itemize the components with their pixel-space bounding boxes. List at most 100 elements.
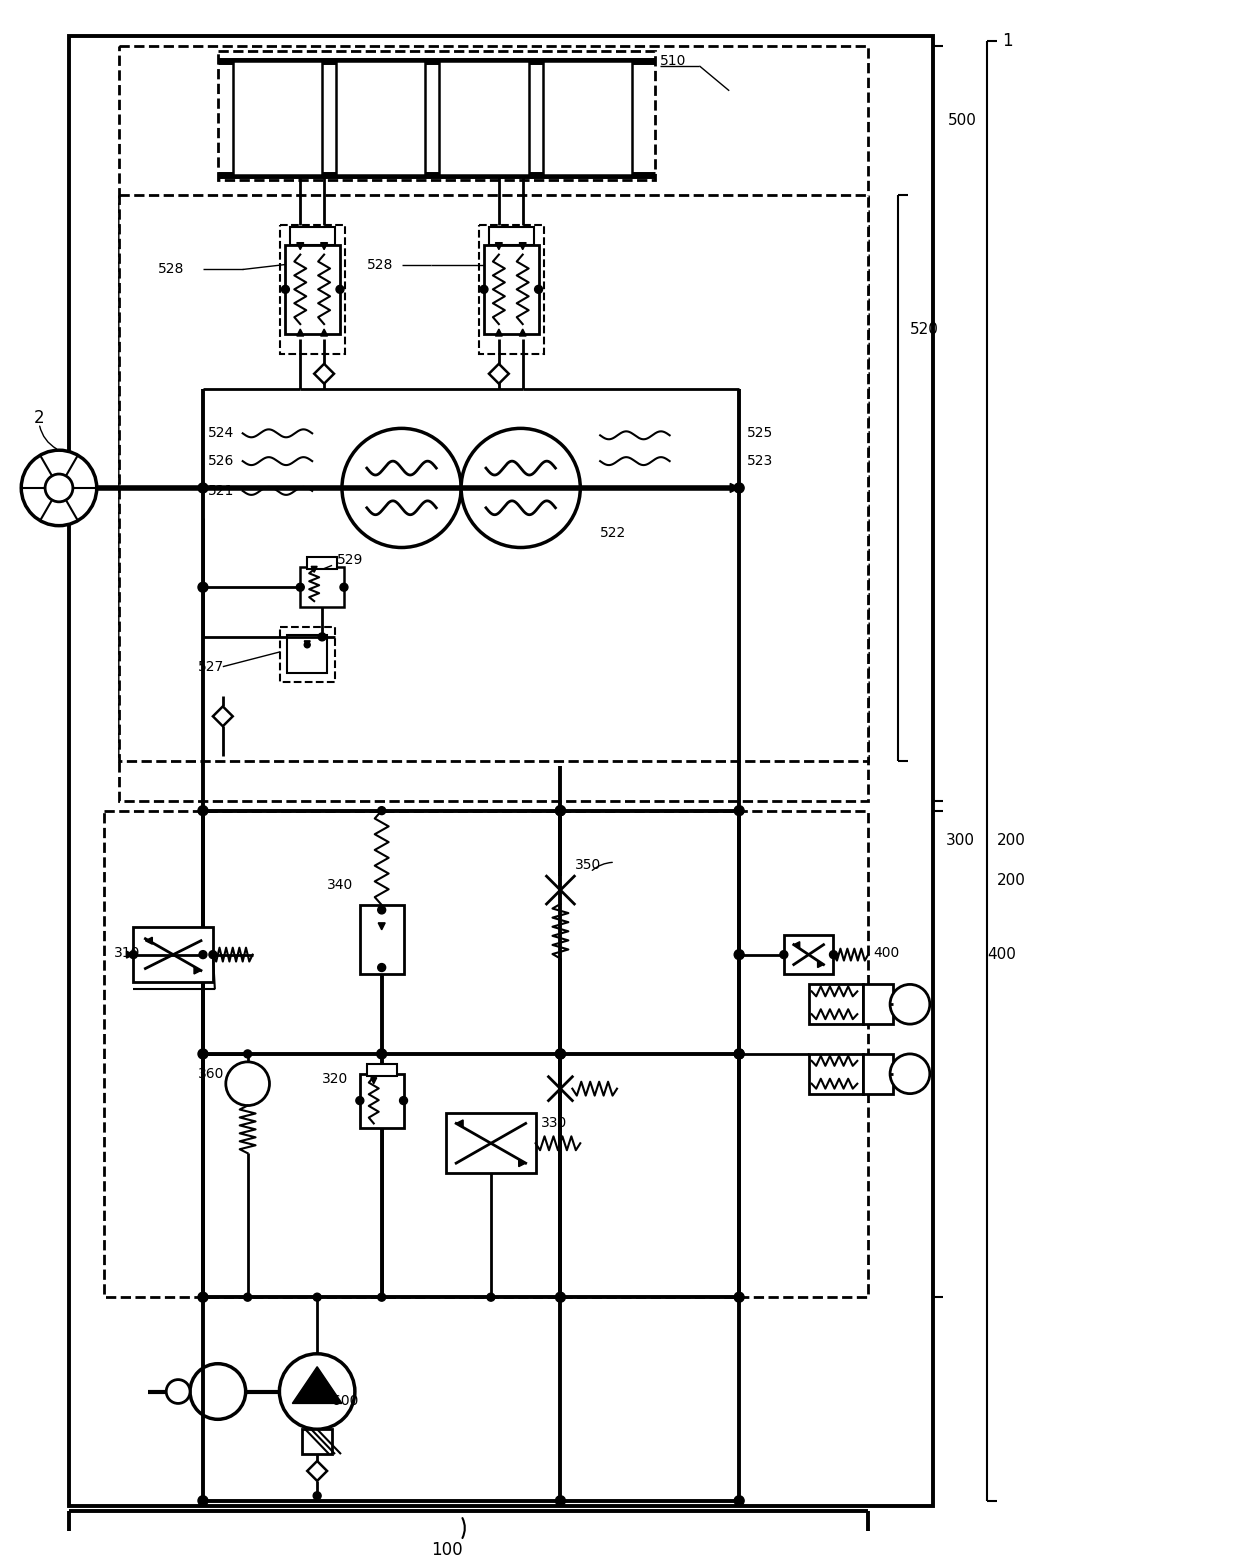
Circle shape bbox=[780, 951, 787, 958]
Circle shape bbox=[314, 1293, 321, 1302]
Text: 527: 527 bbox=[198, 660, 224, 674]
Text: 350: 350 bbox=[575, 859, 601, 873]
Circle shape bbox=[830, 951, 837, 958]
Bar bbox=[233, 61, 322, 175]
Bar bbox=[336, 61, 425, 175]
Bar bbox=[288, 635, 327, 673]
Circle shape bbox=[190, 1364, 246, 1419]
Polygon shape bbox=[371, 1077, 377, 1083]
Circle shape bbox=[556, 805, 565, 815]
Circle shape bbox=[281, 286, 289, 293]
Text: 360: 360 bbox=[198, 1066, 224, 1080]
Bar bbox=[134, 927, 213, 982]
Bar bbox=[863, 985, 893, 1024]
Text: 340: 340 bbox=[327, 879, 353, 893]
Circle shape bbox=[244, 1051, 252, 1058]
Text: 200: 200 bbox=[997, 834, 1027, 848]
Polygon shape bbox=[311, 567, 317, 573]
Circle shape bbox=[304, 642, 310, 648]
Circle shape bbox=[556, 1495, 565, 1506]
Text: 525: 525 bbox=[746, 426, 774, 440]
Polygon shape bbox=[126, 951, 134, 958]
Circle shape bbox=[734, 1049, 744, 1058]
Polygon shape bbox=[496, 242, 502, 250]
Circle shape bbox=[480, 286, 487, 293]
Circle shape bbox=[890, 985, 930, 1024]
Text: 526: 526 bbox=[208, 454, 234, 468]
Circle shape bbox=[356, 1097, 363, 1105]
Bar bbox=[308, 557, 337, 570]
Text: 300: 300 bbox=[946, 834, 975, 848]
Circle shape bbox=[21, 450, 97, 526]
Bar bbox=[489, 226, 533, 245]
Polygon shape bbox=[321, 329, 327, 336]
Circle shape bbox=[198, 951, 207, 958]
Text: 1: 1 bbox=[1002, 33, 1013, 50]
Bar bbox=[119, 195, 868, 762]
Polygon shape bbox=[145, 937, 153, 944]
Circle shape bbox=[734, 805, 744, 815]
Circle shape bbox=[319, 632, 326, 642]
Text: 528: 528 bbox=[159, 262, 185, 276]
Text: 524: 524 bbox=[208, 426, 234, 440]
Polygon shape bbox=[193, 966, 201, 974]
Circle shape bbox=[556, 805, 565, 815]
Polygon shape bbox=[296, 329, 304, 336]
Polygon shape bbox=[308, 1461, 327, 1481]
Text: 400: 400 bbox=[987, 948, 1017, 962]
Circle shape bbox=[296, 584, 304, 592]
Circle shape bbox=[208, 951, 217, 958]
Bar bbox=[808, 985, 863, 1024]
Bar bbox=[360, 1074, 403, 1129]
Bar bbox=[285, 245, 340, 334]
Bar bbox=[104, 810, 868, 1297]
Bar bbox=[290, 226, 335, 245]
Bar bbox=[484, 245, 538, 334]
Text: 320: 320 bbox=[322, 1072, 348, 1086]
Polygon shape bbox=[518, 1160, 526, 1166]
Text: 330: 330 bbox=[541, 1116, 567, 1130]
Text: 510: 510 bbox=[660, 55, 686, 69]
Bar bbox=[367, 1065, 397, 1076]
Circle shape bbox=[378, 963, 386, 971]
Polygon shape bbox=[314, 364, 334, 384]
Text: 520: 520 bbox=[910, 322, 939, 337]
Circle shape bbox=[377, 1049, 387, 1058]
Text: 600: 600 bbox=[332, 1394, 358, 1408]
Bar bbox=[300, 567, 343, 607]
Text: 200: 200 bbox=[997, 873, 1027, 888]
Polygon shape bbox=[520, 329, 526, 336]
Circle shape bbox=[556, 1049, 565, 1058]
Bar bbox=[479, 225, 543, 354]
Polygon shape bbox=[456, 1119, 463, 1127]
Circle shape bbox=[534, 286, 543, 293]
Polygon shape bbox=[321, 242, 327, 250]
Circle shape bbox=[166, 1380, 190, 1403]
Bar bbox=[446, 1113, 536, 1172]
Bar bbox=[280, 628, 335, 682]
Bar bbox=[808, 1054, 863, 1094]
Circle shape bbox=[279, 1353, 355, 1430]
Circle shape bbox=[734, 949, 744, 960]
Circle shape bbox=[378, 1293, 386, 1302]
Circle shape bbox=[314, 1492, 321, 1500]
Circle shape bbox=[340, 584, 348, 592]
Polygon shape bbox=[378, 923, 386, 930]
Bar bbox=[303, 1430, 332, 1455]
Circle shape bbox=[556, 1293, 565, 1302]
Circle shape bbox=[378, 807, 386, 815]
Polygon shape bbox=[730, 484, 739, 492]
Circle shape bbox=[198, 1049, 208, 1058]
Bar bbox=[863, 1054, 893, 1094]
Text: 500: 500 bbox=[947, 112, 977, 128]
Text: 522: 522 bbox=[600, 526, 626, 540]
Polygon shape bbox=[296, 242, 304, 250]
Circle shape bbox=[198, 1495, 208, 1506]
Text: 2: 2 bbox=[35, 409, 45, 428]
Circle shape bbox=[244, 1293, 252, 1302]
Text: 521: 521 bbox=[208, 484, 234, 498]
Circle shape bbox=[487, 1293, 495, 1302]
Text: 400: 400 bbox=[873, 946, 899, 960]
Circle shape bbox=[734, 1495, 744, 1506]
Circle shape bbox=[198, 805, 208, 815]
